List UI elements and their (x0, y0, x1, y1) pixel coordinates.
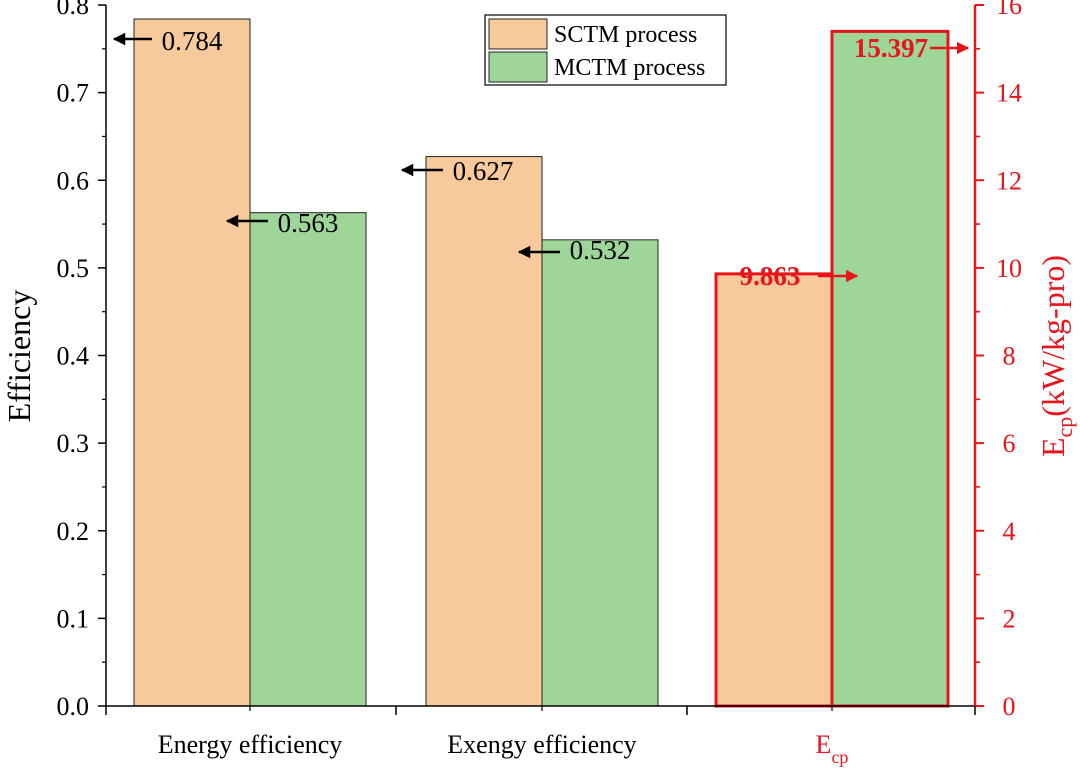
bar-mctm-2 (830, 29, 950, 708)
value-label-mctm-1: 0.532 (570, 235, 631, 265)
left-tick-label: 0.1 (57, 604, 90, 633)
right-tick-label: 14 (996, 79, 1022, 108)
left-tick-label: 0.2 (57, 517, 90, 546)
x-category-label-1: Exengy efficiency (447, 730, 636, 759)
bar-mctm-1 (541, 239, 659, 707)
right-tick-label: 10 (996, 254, 1022, 283)
bar-sctm-0 (133, 18, 251, 707)
right-tick-label: 2 (1003, 604, 1016, 633)
left-tick-label: 0.0 (57, 692, 90, 721)
right-tick-label: 8 (1003, 342, 1016, 371)
bar-sctm-1 (425, 156, 543, 707)
left-tick-label: 0.5 (57, 254, 90, 283)
left-tick-label: 0.4 (57, 342, 90, 371)
value-label-mctm-0: 0.563 (278, 208, 339, 238)
value-label-sctm-1: 0.627 (453, 156, 514, 186)
bars-layer (133, 18, 950, 708)
right-tick-label: 12 (996, 166, 1022, 195)
legend-swatch-0 (488, 18, 548, 50)
left-axis-title: Efficiency (1, 290, 37, 423)
value-label-sctm-2: 9.863 (740, 261, 801, 291)
right-tick-label: 16 (996, 0, 1022, 20)
right-tick-label: 0 (1003, 692, 1016, 721)
right-tick-label: 4 (1003, 517, 1016, 546)
x-category-label-0: Energy efficiency (158, 730, 343, 759)
legend-swatch-1 (488, 51, 548, 83)
legend: SCTM process MCTM process (484, 14, 727, 86)
legend-label-1: MCTM process (554, 55, 705, 81)
value-label-sctm-0: 0.784 (162, 26, 223, 56)
right-tick-label: 6 (1003, 429, 1016, 458)
value-label-mctm-2: 15.397 (854, 33, 928, 63)
bar-sctm-2 (714, 272, 834, 708)
left-tick-label: 0.6 (57, 166, 90, 195)
x-category-label-2: Ecp (816, 730, 849, 767)
bar-mctm-0 (249, 212, 367, 707)
left-tick-label: 0.8 (57, 0, 90, 20)
value-labels-layer: 0.784 0.563 0.627 0.532 9.863 15.397 (112, 26, 970, 291)
legend-label-0: SCTM process (554, 22, 697, 48)
left-tick-label: 0.3 (57, 429, 90, 458)
right-axis-title: Ecp(kW/kg-pro) (1035, 255, 1077, 457)
left-tick-label: 0.7 (57, 79, 90, 108)
